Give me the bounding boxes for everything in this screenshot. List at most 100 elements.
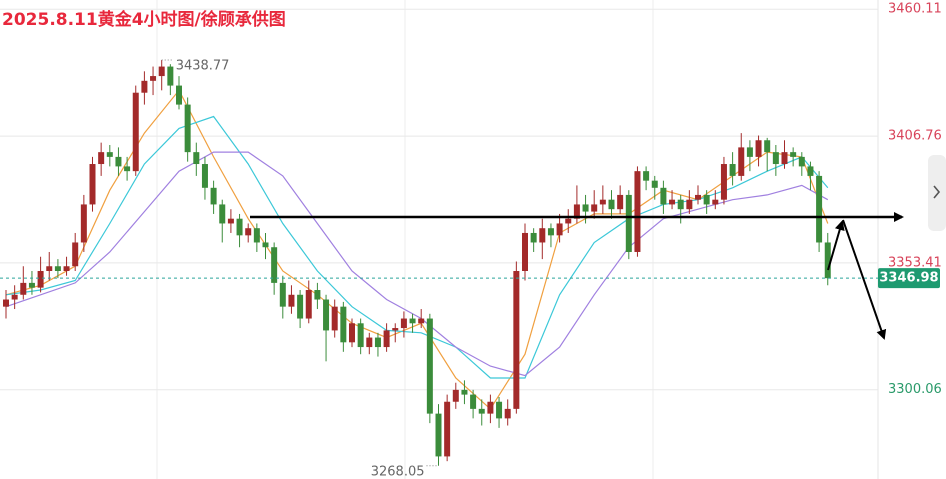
y-tick-label: 3300.06 [888,382,942,397]
candle-body [89,164,96,205]
candle-body [764,140,771,153]
candle-body [245,228,252,236]
candle-body [46,266,53,271]
candle-body [660,187,667,205]
high-marker-label: 3438.77 [176,58,230,73]
candle-body [478,408,485,414]
candle-body [37,270,44,288]
candle-body [729,164,736,176]
candle-body [383,330,390,348]
arrow-down [842,219,887,340]
candle-body [314,290,321,300]
candle-body [271,247,278,283]
candle-body [106,152,113,157]
moving-average [5,115,829,379]
y-tick-label: 3406.76 [888,129,942,144]
candle-body [20,282,27,295]
side-tab-bg[interactable] [928,155,946,231]
candle-body [755,140,762,157]
candle-body [444,401,451,457]
candle-body [798,156,805,167]
candle-body [124,166,131,172]
candle-body [132,92,139,172]
candle-body [772,152,779,165]
candle-body [522,232,528,271]
candle-body [374,337,381,348]
candle-body [227,218,234,224]
candle-body [617,194,624,210]
candle-body [565,218,572,224]
candle-body [695,194,701,200]
side-tab-icon[interactable] [933,185,941,199]
candle-body [816,175,823,243]
candle-body [573,204,580,219]
candle-body [279,282,286,307]
y-tick-label: 3353.41 [888,255,942,270]
candle-body [790,152,797,157]
moving-average [5,151,829,377]
candle-body [305,290,312,319]
candle-body [686,199,693,210]
candle-body [703,194,710,205]
candle-body [807,166,814,176]
candle-body [236,218,243,236]
candle-body [80,204,87,243]
candle-body [781,152,788,165]
candle-body [599,199,606,205]
candle-body [115,156,122,167]
candle-body [219,204,226,224]
candle-body [357,323,364,348]
candle-body [201,164,208,188]
candle-body [513,270,520,409]
chart-title: 2025.8.11黄金4小时图/徐顾承供图 [2,9,286,30]
candle-body [400,318,407,329]
candle-body [625,194,632,252]
candle-body [349,323,355,343]
candle-body [634,171,641,252]
candle-body [141,80,148,93]
candle-body [824,242,831,279]
candle-body [323,299,330,331]
candle-body [253,228,260,243]
side-tab[interactable] [928,155,946,231]
candle-body [193,152,200,165]
candle-body [720,164,727,200]
candle-body [184,104,191,153]
candle-body [158,66,165,77]
candle-body [582,204,589,212]
candle-body [262,242,269,248]
current-price-label: 3346.98 [879,271,938,286]
candle-body [72,242,79,267]
candle-body [504,408,511,419]
grid [0,0,879,479]
candle-body [340,306,347,343]
candle-body [712,199,719,205]
candle-body [677,199,684,210]
candle-body [426,318,433,414]
candle-body [167,66,174,86]
candle-body [409,318,416,324]
candle-body [452,389,459,402]
candle-body [487,401,494,414]
candle-body [3,299,9,307]
candle-body [418,318,425,324]
candle-body [539,228,546,243]
candle-body [331,306,338,331]
candle-body [547,228,554,236]
candle-body [366,337,373,348]
candle-body [643,171,650,181]
candle-body [11,294,18,300]
candle-body [651,180,658,188]
candle-body [556,223,563,236]
candle-body [297,294,304,319]
candle-body [746,147,753,157]
candle-body [669,199,676,205]
candle-body [530,232,537,243]
candle-body [28,282,35,288]
candle-body [288,294,295,307]
low-marker-label: 3268.05 [371,464,425,479]
candle-body [54,266,61,271]
candle-body [608,199,615,210]
candle-body [98,152,105,165]
